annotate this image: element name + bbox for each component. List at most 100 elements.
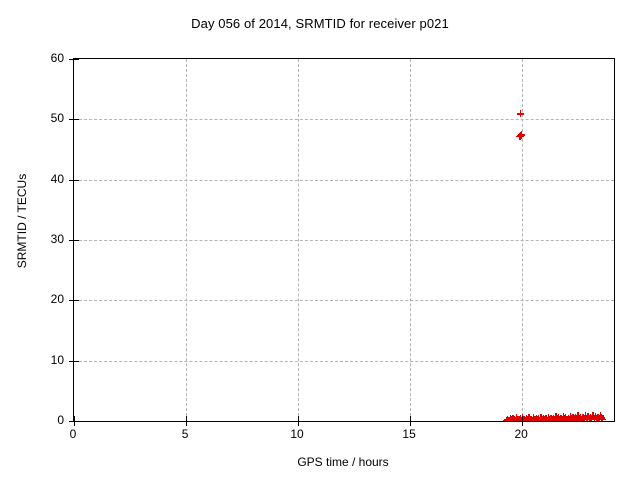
data-point [543,416,551,421]
data-point [517,131,525,139]
y-tick-mark [69,59,74,60]
y-tick-mark-inner [74,240,79,241]
data-point [511,416,519,421]
data-point [556,415,564,421]
y-tick-label: 50 [50,111,64,126]
data-point [593,415,601,421]
x-tick-label: 0 [69,427,77,441]
data-point [532,414,540,421]
y-tick-label: 40 [50,171,64,186]
gridline-horizontal [74,179,614,181]
data-point [569,413,577,421]
data-point [530,414,538,421]
y-axis-tick-labels: 0 10 20 30 40 50 60 [0,51,64,427]
plot-inner [74,59,614,421]
data-point [552,413,560,421]
data-point [554,414,562,421]
data-point [571,414,579,421]
data-point [557,414,565,421]
y-axis-title: SRMTID / TECUs [15,173,29,269]
x-tick-mark [522,421,524,426]
y-tick-mark-inner [74,421,79,422]
data-point [575,414,583,421]
data-point [565,416,573,421]
data-point [541,416,549,421]
data-point [594,413,602,421]
data-point [595,415,603,421]
gridline-vertical [410,59,412,421]
data-point [585,415,593,421]
data-point [579,414,587,421]
x-tick-label: 10 [290,427,304,441]
gridline-horizontal [74,360,614,362]
gridline-vertical [522,59,524,421]
x-tick-label: 20 [514,427,528,441]
x-tick-label: 15 [402,427,416,441]
y-tick-label: 30 [50,232,64,246]
y-tick-label: 20 [50,292,64,307]
data-point [503,416,511,421]
data-point [570,415,578,421]
data-point [599,415,607,421]
gridline-horizontal [74,300,614,302]
data-point [586,414,594,421]
data-point [597,414,605,421]
data-point [568,415,576,421]
data-point [502,416,510,421]
data-point [538,415,546,421]
data-point [581,412,589,420]
data-point [539,414,547,421]
data-point [562,414,570,421]
x-tick-mark-inner [410,416,412,421]
y-tick-label: 0 [57,413,64,427]
x-axis-title: GPS time / hours [297,455,389,469]
x-axis-tick-labels: 0 5 10 15 20 [70,427,613,447]
data-point [558,416,566,421]
data-point [542,415,550,421]
data-point [580,416,588,421]
data-point [567,412,575,420]
plot-area [69,58,615,426]
data-point [509,414,517,421]
x-tick-mark [186,421,188,426]
y-tick-mark [69,300,74,302]
data-point [526,416,534,421]
data-point [522,415,530,421]
data-point [514,415,522,421]
data-point [536,416,544,421]
data-point [578,415,586,421]
x-tick-mark-inner [186,416,188,421]
data-point [589,411,597,419]
data-point [588,415,596,421]
data-point [524,416,531,421]
data-point [505,416,513,421]
gridline-vertical [298,59,300,421]
data-point [537,413,545,421]
data-point [510,415,518,421]
x-tick-mark [410,421,412,426]
data-point [553,415,561,421]
y-tick-mark [69,240,74,241]
data-point [544,413,552,421]
data-point [583,414,591,421]
y-tick-mark [69,421,74,422]
gridline-vertical [186,59,188,421]
data-point [573,416,581,421]
data-point [534,415,542,421]
data-point [528,416,536,421]
data-point [533,416,541,421]
y-tick-mark-inner [74,300,79,302]
x-tick-label: 5 [181,427,189,441]
data-point [560,415,568,421]
data-point [551,416,559,421]
data-point [512,414,520,421]
data-point [584,413,592,421]
data-point [576,413,584,421]
data-point [574,412,582,420]
y-tick-label: 60 [50,51,64,65]
gridline-horizontal [74,240,614,241]
x-tick-mark-inner [298,416,300,421]
data-point [525,414,533,421]
data-point [549,415,557,421]
data-point [547,414,555,421]
